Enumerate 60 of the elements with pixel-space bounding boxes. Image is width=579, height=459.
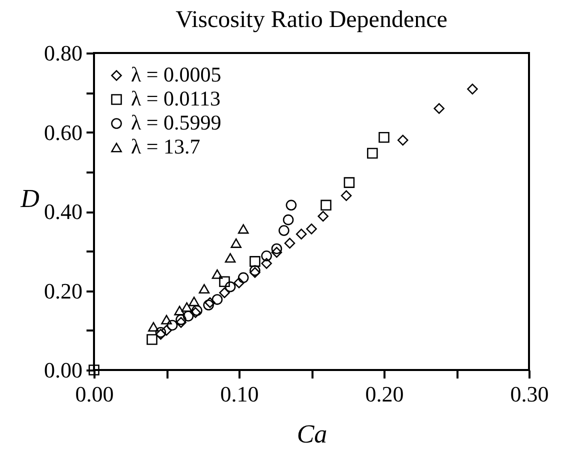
point bbox=[166, 320, 178, 331]
point bbox=[198, 284, 210, 294]
point bbox=[219, 287, 230, 298]
y-axis-title: D bbox=[20, 184, 40, 213]
point bbox=[224, 253, 236, 263]
point bbox=[282, 214, 294, 226]
y-tick-label: 0.00 bbox=[44, 358, 82, 382]
point bbox=[212, 269, 223, 279]
point bbox=[234, 277, 244, 288]
point bbox=[250, 256, 260, 267]
legend-label: λ = 0.0005 bbox=[131, 62, 222, 86]
y-tick-label: 0.40 bbox=[44, 199, 82, 224]
point bbox=[176, 317, 186, 328]
point bbox=[212, 294, 223, 305]
point bbox=[367, 148, 378, 159]
point bbox=[286, 200, 297, 211]
point bbox=[284, 238, 296, 249]
point bbox=[378, 132, 390, 143]
point bbox=[146, 334, 158, 345]
x-tick-label: 0.10 bbox=[220, 382, 259, 406]
point bbox=[320, 200, 332, 211]
legend-label: λ = 0.5999 bbox=[131, 110, 222, 134]
point bbox=[261, 258, 272, 269]
legend-label: λ = 13.7 bbox=[131, 134, 200, 158]
point bbox=[344, 177, 355, 188]
point bbox=[278, 225, 290, 236]
point bbox=[340, 190, 352, 202]
point bbox=[181, 302, 192, 312]
point bbox=[467, 84, 478, 94]
legend-label: λ = 0.0113 bbox=[131, 86, 220, 110]
x-tick-label: 0.20 bbox=[365, 382, 404, 406]
point bbox=[397, 134, 408, 146]
point bbox=[148, 322, 159, 332]
point bbox=[271, 243, 282, 254]
point bbox=[88, 364, 100, 376]
x-tick-label: 0.00 bbox=[75, 382, 114, 406]
point bbox=[224, 281, 236, 292]
point bbox=[219, 276, 230, 288]
point bbox=[188, 296, 200, 306]
point bbox=[204, 297, 216, 308]
point bbox=[238, 272, 249, 284]
chart-title: Viscosity Ratio Dependence bbox=[176, 7, 448, 33]
point bbox=[296, 228, 307, 240]
point bbox=[176, 314, 186, 326]
point bbox=[203, 300, 214, 310]
point bbox=[238, 224, 249, 234]
point bbox=[230, 238, 242, 248]
point bbox=[318, 210, 328, 222]
point bbox=[182, 310, 194, 322]
point bbox=[261, 250, 272, 262]
y-tick-label: 0.60 bbox=[44, 120, 82, 145]
point bbox=[434, 103, 444, 114]
y-tick-label: 0.80 bbox=[44, 40, 82, 66]
point bbox=[306, 224, 317, 234]
x-tick-label: 0.30 bbox=[510, 382, 549, 406]
point bbox=[271, 246, 282, 258]
x-axis-title: Ca bbox=[296, 420, 328, 448]
point bbox=[161, 314, 172, 324]
y-tick-label: 0.20 bbox=[44, 278, 82, 304]
point bbox=[174, 306, 185, 316]
